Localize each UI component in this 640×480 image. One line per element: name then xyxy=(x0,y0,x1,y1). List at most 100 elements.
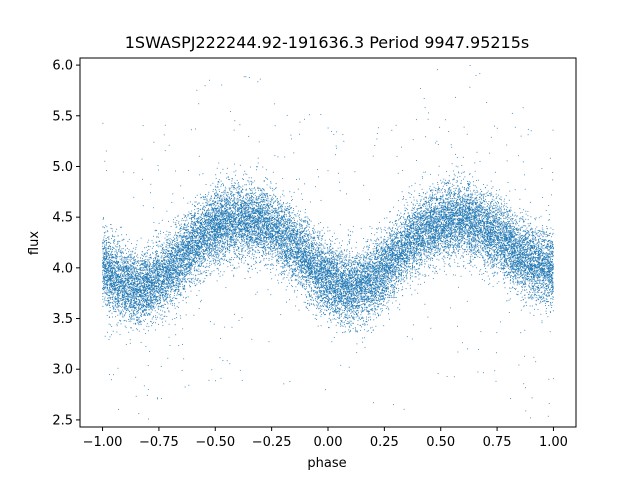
data-point xyxy=(421,249,422,251)
data-point xyxy=(188,232,190,234)
data-point xyxy=(235,174,236,176)
data-point xyxy=(142,261,144,262)
data-point xyxy=(389,261,391,263)
data-point xyxy=(549,292,550,294)
data-point xyxy=(507,264,509,266)
data-point xyxy=(235,205,237,207)
data-point xyxy=(196,89,198,91)
data-point xyxy=(121,312,122,314)
data-point xyxy=(487,244,489,246)
data-point xyxy=(289,266,290,268)
data-point xyxy=(432,270,434,272)
data-point xyxy=(472,204,474,206)
data-point xyxy=(273,207,275,209)
data-point xyxy=(472,176,474,178)
data-point xyxy=(203,196,205,198)
data-point xyxy=(414,245,416,247)
data-point xyxy=(196,268,198,270)
data-point xyxy=(222,255,224,257)
data-point xyxy=(542,245,544,247)
data-point xyxy=(111,255,113,257)
data-point xyxy=(152,207,154,209)
data-point xyxy=(336,238,338,240)
data-point xyxy=(263,226,265,228)
data-point xyxy=(519,233,521,235)
data-point xyxy=(349,255,351,257)
data-point xyxy=(301,262,302,264)
data-point xyxy=(442,259,444,261)
data-point xyxy=(248,77,250,79)
data-point xyxy=(444,257,446,259)
data-point xyxy=(262,193,264,195)
data-point xyxy=(339,317,340,319)
data-point xyxy=(252,229,254,231)
data-point xyxy=(166,236,168,238)
data-point xyxy=(404,271,406,273)
data-point xyxy=(262,208,264,210)
data-point xyxy=(315,250,316,252)
data-point xyxy=(334,242,336,244)
data-point xyxy=(259,200,261,202)
data-point xyxy=(209,211,211,213)
data-point xyxy=(139,317,141,319)
data-point xyxy=(501,259,503,261)
data-point xyxy=(221,192,223,193)
data-point xyxy=(475,206,477,207)
data-point xyxy=(148,249,150,250)
data-point xyxy=(432,264,434,266)
data-point xyxy=(267,198,269,200)
data-point xyxy=(374,307,376,309)
data-point xyxy=(243,236,245,238)
data-point xyxy=(409,270,411,272)
data-point xyxy=(314,263,316,265)
data-point xyxy=(535,249,537,251)
data-point xyxy=(196,208,198,210)
data-point xyxy=(356,300,358,302)
data-point xyxy=(163,297,165,299)
data-point xyxy=(381,241,383,243)
data-point xyxy=(144,247,146,249)
data-point xyxy=(364,279,365,281)
data-point xyxy=(185,271,187,273)
data-point xyxy=(315,260,316,262)
data-point xyxy=(161,314,163,316)
data-point xyxy=(356,330,358,332)
data-point xyxy=(458,253,459,255)
data-point xyxy=(344,268,346,270)
data-point xyxy=(180,185,182,187)
data-point xyxy=(442,181,444,183)
data-point xyxy=(287,238,289,240)
data-point xyxy=(369,293,371,295)
data-point xyxy=(532,238,534,240)
data-point xyxy=(145,246,147,248)
data-point xyxy=(225,246,227,248)
data-point xyxy=(462,200,463,202)
data-point xyxy=(539,302,541,304)
data-point xyxy=(179,267,181,269)
data-point xyxy=(505,253,507,255)
data-point xyxy=(182,343,183,345)
data-point xyxy=(284,265,286,267)
data-point xyxy=(114,311,116,312)
data-point xyxy=(134,256,136,258)
data-point xyxy=(478,348,480,350)
data-point xyxy=(215,204,217,206)
data-point xyxy=(128,331,130,333)
data-point xyxy=(280,241,281,243)
data-point xyxy=(202,213,204,215)
data-point xyxy=(436,272,438,274)
data-point xyxy=(537,291,539,293)
data-point xyxy=(129,266,131,268)
data-point xyxy=(460,205,462,207)
data-point xyxy=(189,272,191,274)
data-point xyxy=(214,242,216,244)
data-point xyxy=(171,299,173,301)
data-point xyxy=(286,301,287,303)
data-point xyxy=(102,280,104,282)
data-point xyxy=(492,212,494,214)
data-point xyxy=(270,197,272,199)
data-point xyxy=(138,330,140,332)
data-point xyxy=(552,310,554,312)
data-point xyxy=(396,261,398,263)
data-point xyxy=(130,258,132,260)
